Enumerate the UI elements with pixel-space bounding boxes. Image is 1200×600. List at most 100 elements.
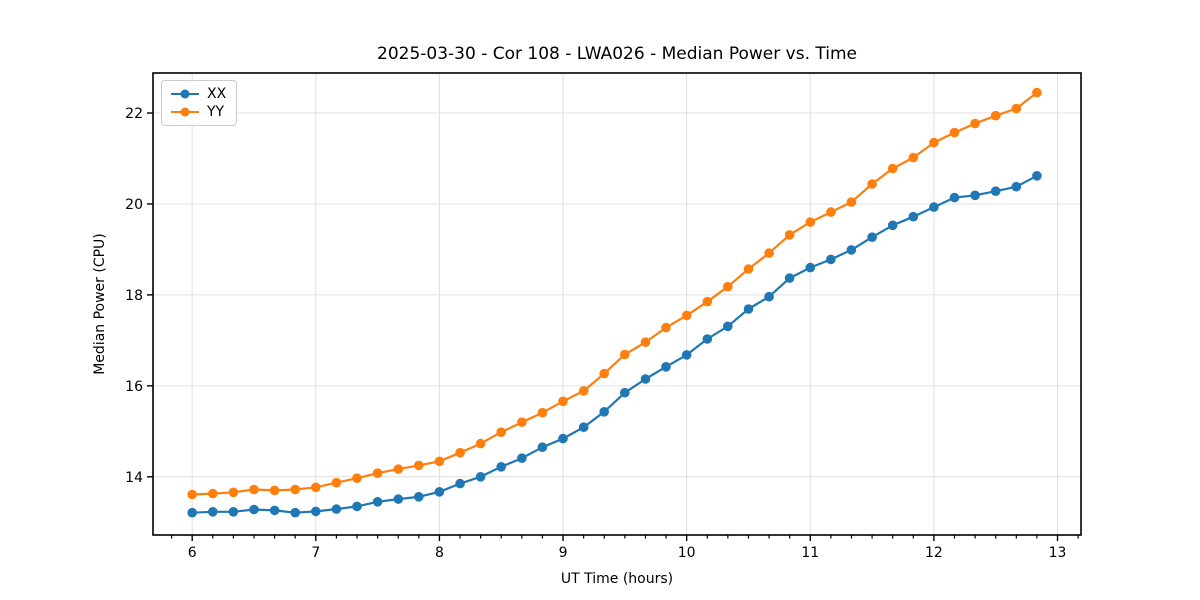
series-xx-point <box>599 407 609 417</box>
series-yy-point <box>681 310 692 321</box>
x-tick-label: 10 <box>678 545 696 561</box>
series-yy-point <box>1032 87 1042 98</box>
series-xx-point <box>949 192 960 203</box>
series-xx-point <box>228 507 239 517</box>
series-xx-point <box>620 387 630 398</box>
series-yy-point <box>723 281 733 292</box>
series-yy-point <box>455 447 465 458</box>
series-yy-point <box>578 386 589 396</box>
series-yy-point <box>537 407 548 418</box>
series-xx-point <box>372 497 383 507</box>
series-yy-point <box>990 110 1001 121</box>
series-yy-point <box>249 484 259 495</box>
series-yy-point <box>908 152 919 163</box>
series-xx-point <box>1011 181 1022 192</box>
series-yy-line <box>192 91 1038 496</box>
series-xx-point <box>929 202 939 212</box>
series-yy-point <box>352 473 362 484</box>
series-xx-point <box>249 504 259 515</box>
x-tick-label: 7 <box>311 545 320 561</box>
series-xx-point <box>187 507 197 518</box>
series-xx-point <box>805 262 816 273</box>
x-tick-label: 11 <box>801 545 819 561</box>
series-yy-point <box>640 337 651 348</box>
series-xx-point <box>1032 171 1042 181</box>
series-xx-point <box>743 304 754 314</box>
series-yy-point <box>784 230 795 240</box>
series-yy-point <box>434 456 445 467</box>
series-xx-point <box>537 442 548 453</box>
series-yy-point <box>970 118 980 129</box>
y-tick-label: 20 <box>125 197 143 213</box>
plot-border <box>152 72 1082 536</box>
series-yy-point <box>208 488 218 499</box>
series-yy-point <box>517 417 527 428</box>
series-xx-point <box>702 334 713 344</box>
series-xx-point <box>578 422 589 433</box>
x-tick-label: 13 <box>1049 545 1067 561</box>
x-tick-label: 9 <box>559 545 568 561</box>
series-xx-point <box>331 504 342 514</box>
series-xx-point <box>208 507 218 517</box>
series-xx-point <box>290 507 301 518</box>
series-xx-point <box>517 453 527 464</box>
series-xx-point <box>784 273 795 283</box>
series-xx-point <box>826 254 836 265</box>
series-yy-point <box>290 484 301 495</box>
series-yy-point <box>929 137 939 148</box>
legend-label-xx: XX <box>207 86 227 102</box>
y-axis-label: Median Power (CPU) <box>92 233 108 375</box>
series-yy-point <box>764 248 774 258</box>
series-yy-point <box>867 179 877 189</box>
series-xx-point <box>496 462 507 472</box>
series-yy-point <box>702 296 713 307</box>
series-xx-point <box>475 472 486 482</box>
series-yy-point <box>949 127 960 138</box>
series-xx-point <box>990 186 1001 196</box>
series-yy-point <box>311 482 321 493</box>
series-yy-point <box>661 322 671 333</box>
series-xx-point <box>414 492 424 502</box>
series-yy-point <box>620 349 630 360</box>
series-yy-point <box>743 264 754 274</box>
series-yy-point <box>475 438 486 449</box>
series-xx-point <box>867 232 877 242</box>
series-yy-point <box>887 163 898 174</box>
legend-dot-yy <box>180 107 190 117</box>
series-yy-point <box>228 487 239 498</box>
legend-label-yy: YY <box>207 104 225 120</box>
y-tick-label: 14 <box>125 470 143 486</box>
series-yy-point <box>805 217 816 227</box>
series-xx-point <box>558 433 568 444</box>
x-tick-label: 8 <box>435 545 444 561</box>
series-yy-point <box>269 485 280 496</box>
y-tick-label: 18 <box>125 288 143 304</box>
series-xx-point <box>661 362 671 372</box>
series-xx-point <box>393 494 404 504</box>
series-xx-point <box>887 220 898 231</box>
series-xx-point <box>846 245 857 255</box>
y-tick-label: 16 <box>125 379 143 395</box>
series-xx-point <box>311 506 321 517</box>
series-xx-point <box>269 505 280 516</box>
series-yy-point <box>496 427 507 438</box>
series-yy-point <box>846 197 857 207</box>
x-tick-label: 12 <box>925 545 943 561</box>
x-axis-label: UT Time (hours) <box>560 571 674 587</box>
series-xx-point <box>723 321 733 332</box>
series-xx-line <box>192 174 1038 514</box>
series-yy-point <box>558 396 568 407</box>
series-xx-point <box>681 350 692 360</box>
series-xx-point <box>908 211 919 222</box>
series-yy-point <box>187 489 197 500</box>
series-yy-point <box>1011 103 1022 114</box>
x-tick-label: 6 <box>188 545 197 561</box>
series-yy-point <box>826 207 836 217</box>
legend-marker-yy-icon <box>171 107 199 117</box>
series-yy-point <box>331 477 342 488</box>
legend-dot-xx <box>180 89 190 99</box>
series-yy-point <box>393 464 404 474</box>
series-xx-point <box>455 478 465 489</box>
